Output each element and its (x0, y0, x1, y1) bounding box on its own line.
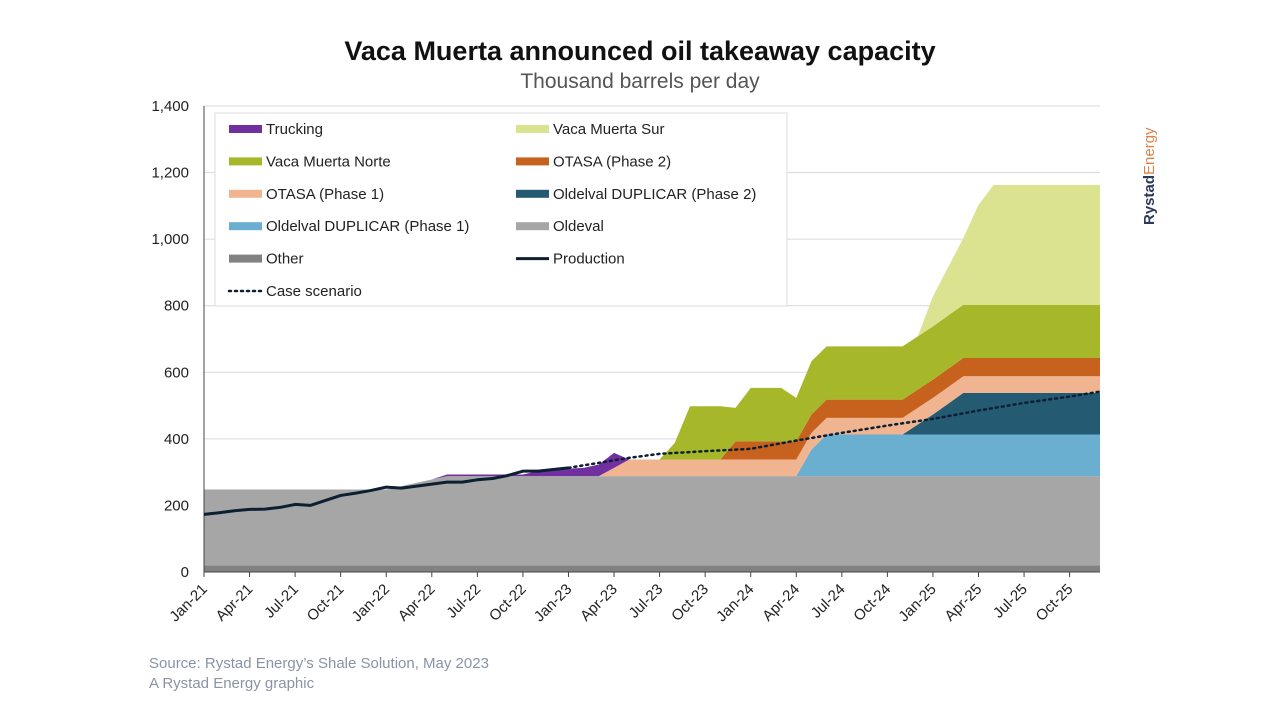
legend-vaca-muerta-norte-label: Vaca Muerta Norte (266, 153, 391, 170)
legend-vaca-muerta-sur-swatch (516, 125, 549, 133)
y-tick-label-0: 0 (181, 564, 189, 581)
x-tick-label-jul-25: Jul-25 (990, 581, 1031, 622)
credit-text: A Rystad Energy graphic (149, 675, 315, 692)
legend-otasa-phase-1-swatch (229, 189, 262, 198)
legend-otasa-phase-2-label: OTASA (Phase 2) (553, 153, 671, 170)
x-tick-label-apr-21: Apr-21 (213, 581, 257, 625)
chart-subtitle: Thousand barrels per day (520, 70, 760, 93)
x-tick-label-apr-22: Apr-22 (395, 581, 439, 625)
brand-logo: RystadEnergy (1141, 127, 1251, 225)
x-tick-label-jul-22: Jul-22 (443, 581, 484, 622)
legend-other-label: Other (266, 251, 304, 268)
area-oldelval-duplicar-phase-2 (204, 392, 1100, 490)
x-tick-label-jul-24: Jul-24 (808, 581, 849, 622)
x-tick-label-jan-25: Jan-25 (895, 581, 939, 625)
y-tick-label-600: 600 (164, 364, 189, 381)
y-tick-label-800: 800 (164, 298, 189, 315)
y-tick-label-400: 400 (164, 431, 189, 448)
legend-oldelval-duplicar-phase-1-swatch (229, 222, 262, 231)
brand-logo-part2: Energy (1141, 127, 1158, 175)
x-tick-label-jan-21: Jan-21 (166, 581, 210, 625)
area-vaca-muerta-sur (204, 184, 1100, 490)
x-tick-label-jul-21: Jul-21 (261, 581, 302, 622)
x-tick-label-jul-23: Jul-23 (626, 581, 667, 622)
x-tick-label-jan-23: Jan-23 (531, 581, 575, 625)
area-vaca-muerta-norte (204, 304, 1100, 490)
chart-title: Vaca Muerta announced oil takeaway capac… (344, 36, 936, 66)
legend-oldelval-duplicar-phase-2-swatch (516, 189, 549, 198)
legend-trucking-swatch (229, 125, 262, 133)
legend-vaca-muerta-sur-label: Vaca Muerta Sur (553, 121, 664, 138)
legend-production-label: Production (553, 251, 625, 268)
y-tick-label-1400: 1,400 (151, 98, 189, 115)
area-otasa-phase-2 (204, 357, 1100, 490)
legend-case-scenario-label: Case scenario (266, 283, 362, 300)
series-production (203, 466, 569, 516)
legend-otasa-phase-2-swatch (516, 157, 549, 166)
x-tick-label-apr-25: Apr-25 (941, 581, 985, 625)
x-tick-label-oct-22: Oct-22 (486, 581, 530, 625)
series-case-scenario (567, 390, 1102, 470)
legend-trucking-label: Trucking (266, 121, 323, 138)
legend-other-swatch (229, 254, 262, 263)
x-tick-label-jan-24: Jan-24 (713, 581, 757, 625)
legend-otasa-phase-1-label: OTASA (Phase 1) (266, 186, 384, 203)
legend-vaca-muerta-norte-swatch (229, 157, 262, 166)
brand-logo-part1: Rystad (1141, 174, 1158, 225)
area-oldelval-duplicar-phase-1 (204, 434, 1100, 490)
x-tick-label-apr-24: Apr-24 (759, 581, 803, 625)
x-tick-label-jan-22: Jan-22 (349, 581, 393, 625)
x-tick-label-apr-23: Apr-23 (577, 581, 621, 625)
x-tick-label-oct-23: Oct-23 (668, 581, 712, 625)
x-tick-label-oct-25: Oct-25 (1033, 581, 1077, 625)
y-tick-label-200: 200 (164, 497, 189, 514)
y-tick-label-1200: 1,200 (151, 165, 189, 182)
x-tick-label-oct-24: Oct-24 (850, 581, 894, 625)
legend-oldeval-swatch (516, 222, 549, 231)
source-text: Source: Rystad Energy’s Shale Solution, … (149, 655, 489, 672)
legend-oldeval-label: Oldeval (553, 218, 604, 235)
legend-oldelval-duplicar-phase-2-label: Oldelval DUPLICAR (Phase 2) (553, 186, 756, 203)
source-note: Source: Rystad Energy’s Shale Solution, … (149, 654, 489, 694)
legend-box (214, 112, 788, 307)
x-tick-label-oct-21: Oct-21 (304, 581, 348, 625)
area-otasa-phase-1 (204, 376, 1100, 490)
y-tick-label-1000: 1,000 (151, 231, 189, 248)
area-other (204, 565, 1100, 572)
legend-oldelval-duplicar-phase-1-label: Oldelval DUPLICAR (Phase 1) (266, 218, 469, 235)
area-oldeval (204, 476, 1100, 566)
